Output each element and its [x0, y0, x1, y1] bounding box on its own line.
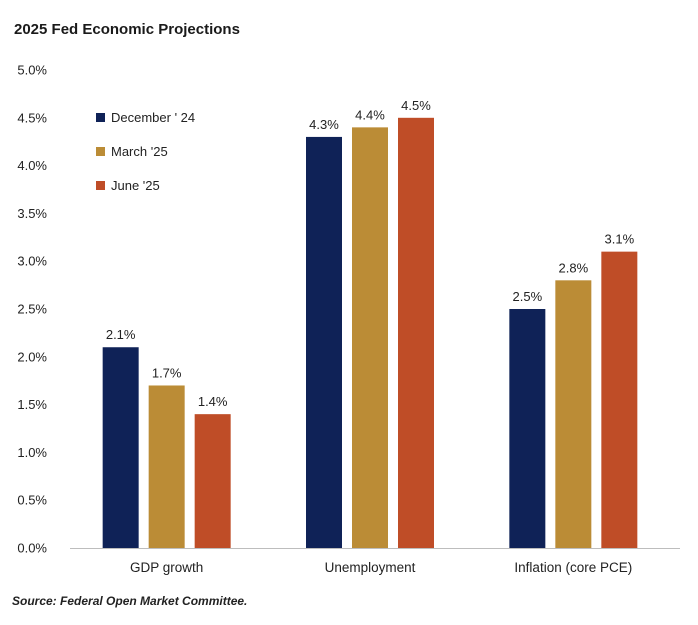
y-tick-label: 2.0% [17, 349, 47, 364]
bar-2-1 [148, 385, 185, 548]
bar-chart: 0.0% 0.5% 1.0% 1.5% 2.0% 2.5% 3.0% 3.5% 4.0% 4.5%… [17, 63, 680, 575]
legend-swatch [96, 181, 105, 190]
legend-label: December ' 24 [111, 110, 195, 125]
bar-1-3 [509, 309, 546, 548]
data-label: 2.8% [559, 260, 589, 275]
category-label: Unemployment [325, 560, 416, 575]
source-note: Source: Federal Open Market Committee. [12, 594, 248, 608]
data-label: 4.5% [401, 98, 431, 113]
chart-title: 2025 Fed Economic Projections [14, 21, 240, 38]
bar-1-1 [102, 347, 139, 548]
y-tick-label: 4.0% [17, 158, 47, 173]
y-axis: 0.0% 0.5% 1.0% 1.5% 2.0% 2.5% 3.0% 3.5% 4.0% 4.5%… [17, 63, 47, 556]
data-label: 1.4% [198, 394, 228, 409]
category-label: GDP growth [130, 560, 203, 575]
y-tick-label: 1.5% [17, 397, 47, 412]
y-tick-label: 0.5% [17, 493, 47, 508]
y-tick-label: 3.0% [17, 254, 47, 269]
y-tick-label: 5.0% [17, 63, 47, 78]
y-tick-label: 1.0% [17, 445, 47, 460]
legend-swatch [96, 147, 105, 156]
legend-label: March '25 [111, 144, 168, 159]
y-tick-label: 4.5% [17, 110, 47, 125]
bar-series-group: 2.1% 1.7% 1.4% 4.3% 4.4% 4.5% 2.5% 2.8% 3.1% [102, 98, 638, 549]
y-tick-label: 2.5% [17, 302, 47, 317]
y-tick-label: 3.5% [17, 206, 47, 221]
bar-2-2 [352, 127, 388, 549]
legend-swatch [96, 113, 105, 122]
bar-2-3 [555, 280, 592, 548]
bar-3-3 [601, 251, 638, 548]
bar-3-1 [194, 414, 231, 548]
category-label: Inflation (core PCE) [514, 560, 632, 575]
y-tick-label: 0.0% [17, 541, 47, 556]
legend-label: June '25 [111, 178, 160, 193]
data-label: 2.5% [513, 289, 543, 304]
bar-1-2 [306, 136, 342, 549]
legend: December ' 24 March '25 June '25 [96, 110, 195, 193]
bar-3-2 [398, 117, 434, 549]
data-label: 1.7% [152, 365, 182, 380]
data-label: 2.1% [106, 327, 136, 342]
x-axis: GDP growth Unemployment Inflation (core PC… [70, 548, 680, 575]
data-label: 4.4% [355, 107, 385, 122]
data-label: 3.1% [605, 232, 635, 247]
data-label: 4.3% [309, 117, 339, 132]
